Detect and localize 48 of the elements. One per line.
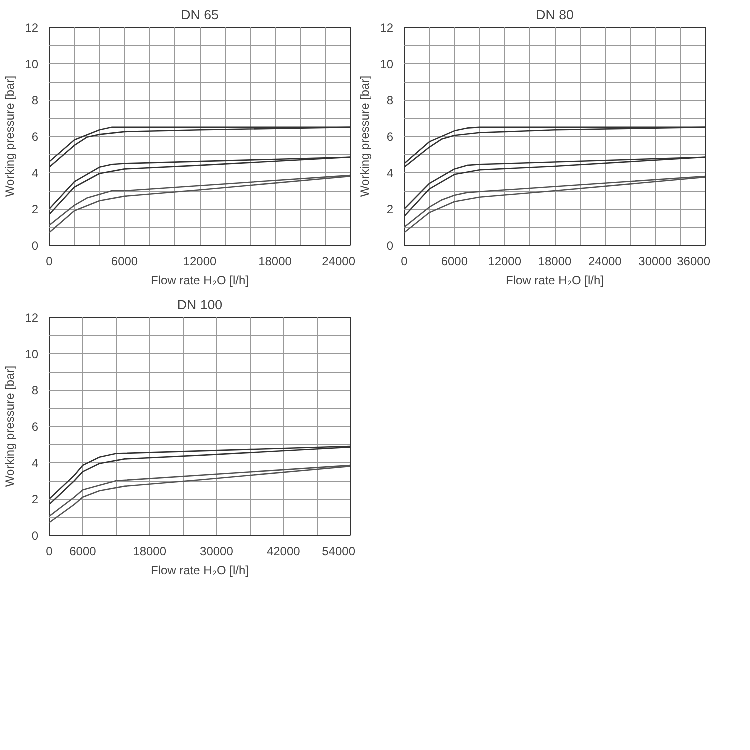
y-tick-label: 0 — [386, 239, 394, 253]
y-tick-label: 8 — [32, 94, 39, 108]
x-tick-label: 36000 — [677, 254, 711, 268]
y-tick-label: 12 — [25, 311, 39, 325]
chart-title: DN 65 — [181, 8, 219, 22]
x-tick-label: 6000 — [70, 544, 97, 558]
x-axis-title: Flow rate H₂O [l/h] — [506, 274, 604, 288]
x-tick-label: 6000 — [111, 254, 138, 268]
x-tick-label: 24000 — [322, 254, 356, 268]
y-tick-label: 4 — [32, 456, 39, 470]
y-tick-label: 6 — [32, 420, 39, 434]
x-tick-label: 0 — [46, 254, 54, 268]
x-tick-label: 18000 — [258, 254, 292, 268]
chart-title: DN 80 — [536, 8, 574, 22]
y-tick-label: 10 — [25, 57, 39, 72]
y-tick-label: 0 — [32, 529, 39, 543]
y-tick-label: 8 — [386, 94, 394, 108]
y-tick-label: 4 — [386, 166, 394, 180]
chart-title: DN 100 — [177, 298, 223, 312]
y-tick-label: 12 — [380, 21, 394, 35]
x-axis-title: Flow rate H₂O [l/h] — [150, 274, 250, 288]
y-tick-label: 12 — [25, 21, 39, 35]
y-tick-label: 0 — [32, 239, 39, 253]
x-tick-label: 18000 — [538, 254, 572, 268]
y-tick-label: 2 — [32, 492, 39, 507]
x-tick-label: 0 — [401, 254, 408, 268]
y-tick-label: 2 — [32, 202, 39, 217]
y-tick-label: 2 — [386, 202, 394, 217]
x-tick-label: 6000 — [441, 254, 468, 268]
x-tick-label: 18000 — [133, 544, 167, 558]
x-tick-label: 0 — [46, 544, 54, 558]
x-tick-label: 54000 — [322, 544, 356, 558]
x-tick-label: 12000 — [488, 254, 522, 268]
x-tick-label: 30000 — [200, 544, 234, 558]
y-tick-label: 8 — [32, 384, 39, 398]
y-axis-title: Working pressure [bar] — [3, 366, 18, 488]
y-tick-label: 6 — [32, 130, 39, 144]
x-tick-label: 12000 — [183, 254, 218, 268]
y-tick-label: 10 — [25, 347, 39, 362]
x-tick-label: 30000 — [638, 254, 672, 268]
y-tick-label: 10 — [380, 57, 394, 72]
x-tick-label: 42000 — [266, 544, 301, 558]
x-axis-title: Flow rate H₂O [l/h] — [150, 564, 250, 578]
x-tick-label: 24000 — [588, 254, 622, 268]
y-axis-title: Working pressure [bar] — [3, 76, 18, 198]
y-tick-label: 6 — [386, 130, 394, 144]
y-tick-label: 4 — [32, 166, 39, 180]
y-axis-title: Working pressure [bar] — [358, 76, 372, 198]
